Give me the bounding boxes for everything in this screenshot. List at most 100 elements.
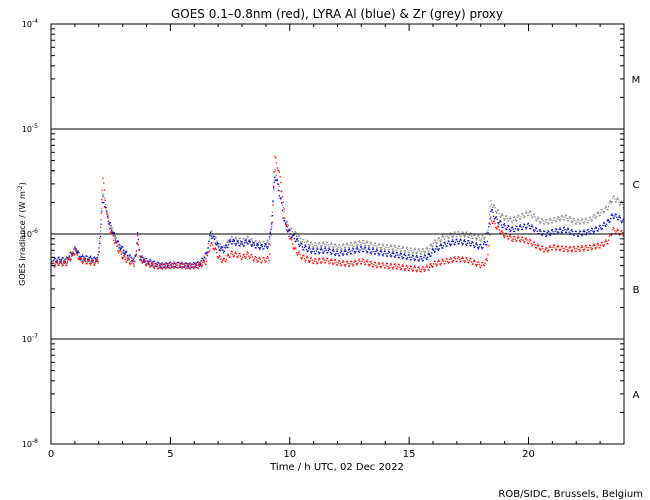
data-point [201, 257, 204, 260]
data-point [328, 263, 330, 265]
data-point [322, 251, 324, 254]
data-point [58, 256, 60, 258]
data-point [497, 223, 500, 225]
data-point [492, 211, 494, 213]
data-point [114, 237, 116, 240]
data-point [605, 239, 607, 241]
data-point [558, 231, 560, 233]
data-point [479, 244, 481, 246]
data-point [499, 215, 501, 218]
data-point [284, 220, 286, 222]
data-point [320, 262, 322, 265]
data-point [62, 264, 64, 266]
data-point [200, 265, 202, 267]
data-point [463, 260, 465, 262]
data-point [339, 246, 341, 248]
data-point [463, 235, 465, 237]
data-point [101, 199, 103, 201]
data-point [117, 247, 120, 249]
data-point [60, 260, 62, 262]
data-point [296, 252, 298, 254]
data-point [533, 241, 535, 243]
data-point [231, 243, 233, 245]
data-point [545, 247, 547, 249]
data-point [124, 255, 126, 257]
data-point [166, 264, 168, 266]
data-point [203, 255, 205, 257]
data-point [475, 243, 477, 245]
data-point [140, 259, 142, 261]
data-point [188, 263, 190, 265]
data-point [461, 257, 463, 260]
data-point [328, 246, 330, 248]
data-point [538, 245, 540, 247]
data-point [252, 243, 254, 245]
data-point [174, 266, 176, 268]
data-point [221, 246, 223, 248]
data-point [599, 214, 601, 217]
data-point [605, 223, 608, 225]
data-point [225, 244, 228, 247]
data-point [431, 249, 433, 251]
data-point [220, 245, 223, 248]
data-point [272, 204, 274, 206]
data-point [74, 246, 76, 248]
data-point [314, 253, 316, 255]
data-point [248, 257, 251, 259]
data-point [380, 249, 382, 251]
data-point [312, 246, 314, 248]
data-point [402, 247, 405, 249]
data-point [164, 264, 166, 266]
data-point [253, 241, 255, 244]
data-point [360, 263, 362, 265]
data-point [281, 204, 284, 207]
data-point [223, 244, 225, 247]
data-point [500, 231, 503, 233]
data-point [269, 244, 271, 246]
data-point [409, 249, 411, 252]
data-point [119, 249, 121, 251]
data-point [450, 243, 452, 245]
data-point [458, 243, 460, 245]
data-point [68, 257, 71, 259]
data-point [315, 261, 317, 263]
data-point [454, 256, 456, 258]
data-point [259, 240, 261, 242]
data-point [543, 230, 546, 232]
data-point [425, 266, 427, 268]
data-point [537, 243, 539, 245]
data-point [604, 224, 606, 227]
data-point [435, 263, 437, 265]
data-point [411, 250, 413, 252]
data-point [587, 228, 589, 231]
data-point [378, 253, 381, 255]
data-point [58, 263, 60, 265]
data-point [421, 251, 423, 253]
data-point [199, 264, 201, 266]
data-point [600, 212, 602, 214]
data-point [96, 260, 99, 262]
data-point [135, 254, 137, 256]
data-point [372, 247, 374, 249]
data-point [256, 261, 259, 263]
data-point [168, 267, 171, 269]
data-point [444, 238, 446, 240]
data-point [396, 252, 398, 254]
data-point [520, 239, 522, 241]
data-point [391, 266, 393, 269]
data-point [487, 253, 489, 256]
data-point [600, 241, 603, 244]
data-point [99, 226, 102, 228]
data-point [291, 228, 293, 230]
data-point [431, 264, 433, 266]
data-point [207, 251, 209, 254]
data-point [559, 227, 561, 229]
data-point [176, 264, 178, 266]
data-point [354, 241, 356, 243]
data-point [210, 242, 212, 245]
data-point [297, 240, 299, 242]
data-point [467, 240, 469, 242]
data-point [340, 248, 342, 250]
data-point [138, 248, 140, 251]
data-point [161, 262, 163, 264]
